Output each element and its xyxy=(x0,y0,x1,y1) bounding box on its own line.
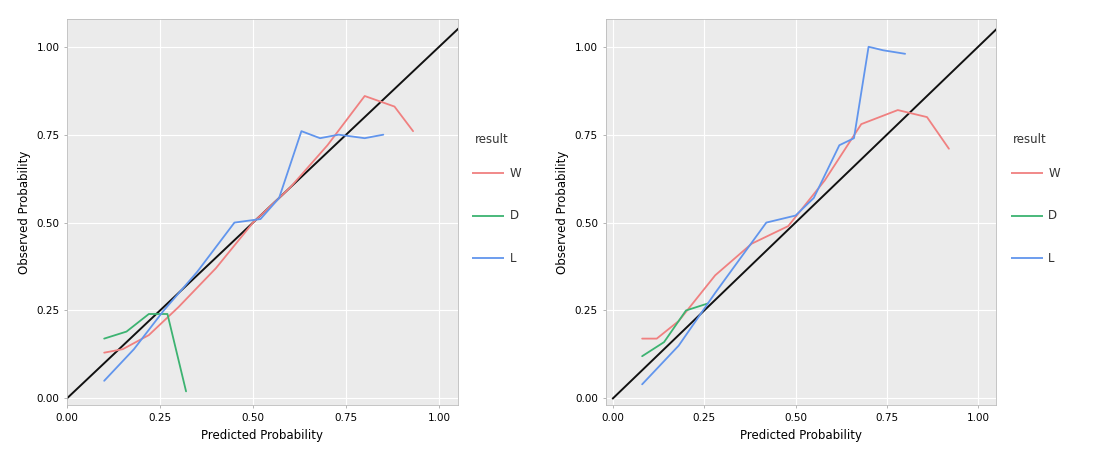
Text: W: W xyxy=(1048,167,1060,180)
Y-axis label: Observed Probability: Observed Probability xyxy=(556,151,569,274)
Y-axis label: Observed Probability: Observed Probability xyxy=(18,151,30,274)
Text: result: result xyxy=(474,133,509,146)
X-axis label: Predicted Probability: Predicted Probability xyxy=(740,429,862,442)
Text: L: L xyxy=(510,252,516,265)
Text: result: result xyxy=(1013,133,1047,146)
Text: L: L xyxy=(1048,252,1055,265)
Text: W: W xyxy=(510,167,521,180)
X-axis label: Predicted Probability: Predicted Probability xyxy=(201,429,324,442)
Text: D: D xyxy=(510,209,519,222)
Text: D: D xyxy=(1048,209,1057,222)
